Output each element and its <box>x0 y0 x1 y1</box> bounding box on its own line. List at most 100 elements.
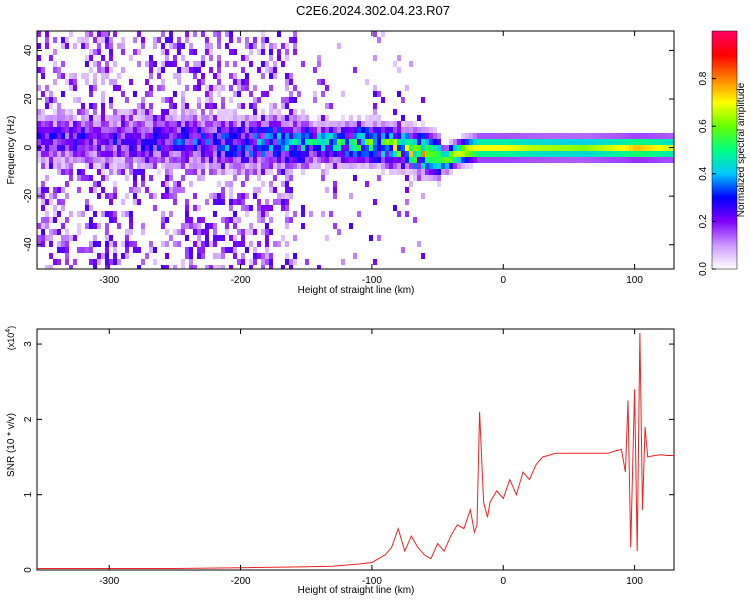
heatmap-cell <box>197 205 201 211</box>
heatmap-cell <box>373 115 377 121</box>
heatmap-cell <box>89 241 93 247</box>
heatmap-cell <box>177 163 181 169</box>
heatmap-cell <box>185 121 189 127</box>
heatmap-cell <box>137 139 141 145</box>
heatmap-cell <box>137 115 141 121</box>
heatmap-cell <box>217 193 221 199</box>
heatmap-cell <box>573 157 577 163</box>
heatmap-cell <box>149 109 153 115</box>
heatmap-cell <box>237 115 241 121</box>
heatmap-cell <box>341 127 345 133</box>
heatmap-cell <box>373 121 377 127</box>
heatmap-cell <box>201 139 205 145</box>
heatmap-cell <box>229 181 233 187</box>
heatmap-cell <box>89 49 93 55</box>
heatmap-cell <box>37 67 41 73</box>
heatmap-cell <box>645 151 649 157</box>
heatmap-cell <box>265 121 269 127</box>
heatmap-cell <box>273 145 277 151</box>
heatmap-cell <box>109 55 113 61</box>
heatmap-cell <box>169 163 173 169</box>
heatmap-cell <box>285 49 289 55</box>
heatmap-cell <box>329 127 333 133</box>
heatmap-cell <box>189 163 193 169</box>
heatmap-cell <box>269 229 273 235</box>
heatmap-cell <box>349 133 353 139</box>
heatmap-cell <box>381 151 385 157</box>
heatmap-cell <box>337 229 341 235</box>
heatmap-cell <box>425 157 429 163</box>
heatmap-cell <box>273 61 277 67</box>
heatmap-cell <box>253 229 257 235</box>
heatmap-cell <box>145 157 149 163</box>
heatmap-cell <box>189 247 193 253</box>
heatmap-cell <box>173 241 177 247</box>
heatmap-cell <box>277 169 281 175</box>
heatmap-cell <box>121 49 125 55</box>
heatmap-cell <box>105 121 109 127</box>
heatmap-cell <box>333 145 337 151</box>
heatmap-cell <box>113 187 117 193</box>
heatmap-cell <box>401 247 405 253</box>
heatmap-cell <box>341 121 345 127</box>
heatmap-cell <box>453 145 457 151</box>
heatmap-cell <box>305 145 309 151</box>
heatmap-cell <box>201 31 205 37</box>
heatmap-cell <box>669 133 673 139</box>
heatmap-cell <box>137 109 141 115</box>
heatmap-cell <box>197 217 201 223</box>
heatmap-cell <box>429 139 433 145</box>
heatmap-cell <box>45 145 49 151</box>
heatmap-cell <box>65 127 69 133</box>
heatmap-cell <box>149 127 153 133</box>
heatmap-cell <box>113 139 117 145</box>
heatmap-cell <box>249 121 253 127</box>
heatmap-cell <box>69 235 73 241</box>
heatmap-cell <box>265 163 269 169</box>
heatmap-cell <box>305 259 309 265</box>
heatmap-cell <box>217 181 221 187</box>
heatmap-cell <box>285 115 289 121</box>
snr-y-tick-label: 0 <box>23 567 34 573</box>
heatmap-cell <box>377 115 381 121</box>
heatmap-cell <box>521 145 525 151</box>
heatmap-cell <box>257 97 261 103</box>
heatmap-cell <box>233 127 237 133</box>
heatmap-cell <box>113 115 117 121</box>
heatmap-cell <box>85 133 89 139</box>
heatmap-cell <box>309 139 313 145</box>
heatmap-cell <box>57 133 61 139</box>
heatmap-cell <box>89 163 93 169</box>
heatmap-cell <box>405 139 409 145</box>
heatmap-cell <box>153 145 157 151</box>
heatmap-cell <box>193 115 197 121</box>
heatmap-cell <box>357 145 361 151</box>
heatmap-cell <box>513 145 517 151</box>
heatmap-cell <box>545 139 549 145</box>
heatmap-cell <box>125 121 129 127</box>
heatmap-cell <box>477 133 481 139</box>
heatmap-cell <box>149 151 153 157</box>
heatmap-cell <box>657 157 661 163</box>
heatmap-cell <box>465 151 469 157</box>
heatmap-cell <box>601 151 605 157</box>
heatmap-cell <box>237 139 241 145</box>
heatmap-cell <box>61 235 65 241</box>
heatmap-cell <box>129 223 133 229</box>
heatmap-cell <box>61 43 65 49</box>
heatmap-cell <box>221 199 225 205</box>
heatmap-cell <box>101 31 105 37</box>
heatmap-cell <box>361 145 365 151</box>
heatmap-cell <box>549 157 553 163</box>
heatmap-cell <box>65 109 69 115</box>
heatmap-cell <box>273 43 277 49</box>
heatmap-cell <box>105 115 109 121</box>
spectrogram-frame <box>36 30 675 270</box>
heatmap-cell <box>249 49 253 55</box>
heatmap-cell <box>289 133 293 139</box>
heatmap-cell <box>45 139 49 145</box>
heatmap-cell <box>93 181 97 187</box>
heatmap-cell <box>153 247 157 253</box>
heatmap-cell <box>557 133 561 139</box>
heatmap-cell <box>285 223 289 229</box>
